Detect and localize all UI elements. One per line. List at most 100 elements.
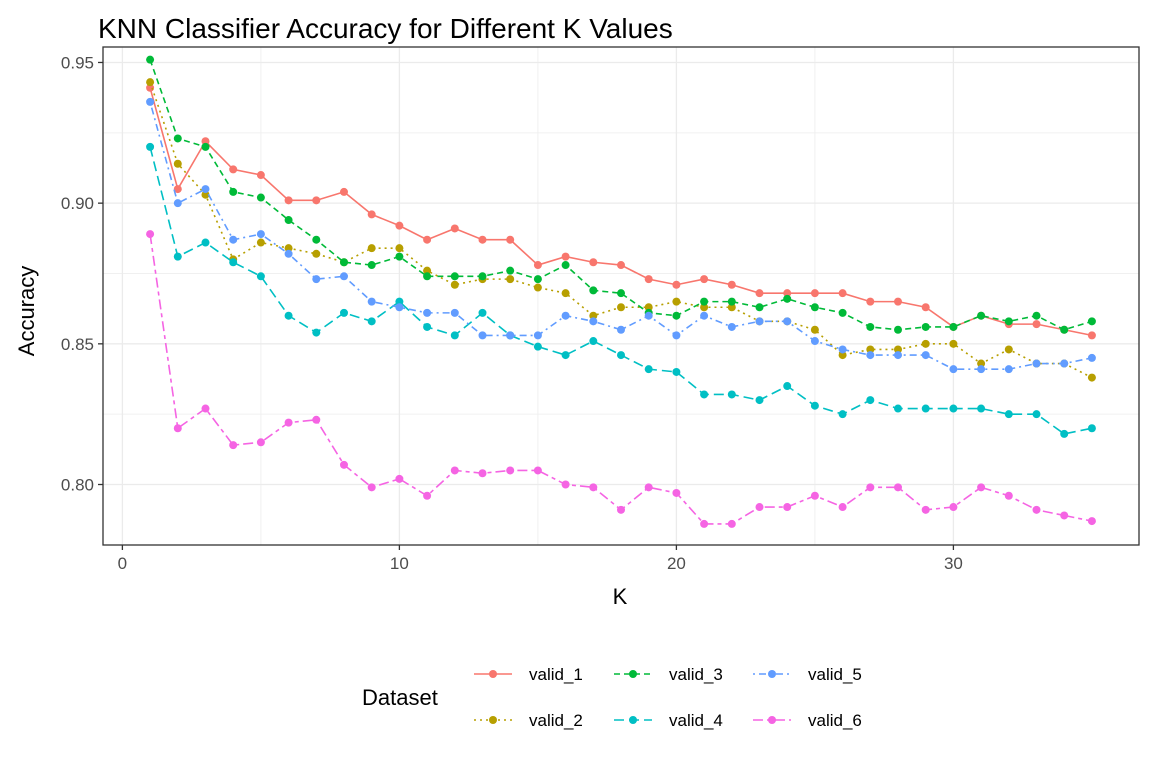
y-tick-label: 0.90	[61, 194, 94, 213]
data-point-valid_1	[395, 221, 404, 230]
data-point-valid_6	[921, 505, 930, 514]
data-point-valid_4	[755, 396, 764, 405]
data-point-valid_3	[423, 272, 432, 281]
legend-item-valid_4: valid_4	[614, 711, 723, 730]
legend-key-point	[629, 670, 637, 678]
legend-title: Dataset	[362, 685, 438, 710]
y-tick-label: 0.80	[61, 476, 94, 495]
data-point-valid_4	[478, 308, 487, 317]
data-point-valid_4	[644, 365, 653, 374]
data-point-valid_1	[810, 289, 819, 298]
data-point-valid_3	[450, 272, 459, 281]
data-point-valid_5	[395, 303, 404, 312]
legend-label: valid_1	[529, 665, 583, 684]
data-point-valid_5	[284, 249, 293, 258]
data-point-valid_1	[783, 289, 792, 298]
x-tick-label: 0	[118, 554, 127, 573]
data-point-valid_5	[1060, 359, 1069, 368]
data-point-valid_1	[894, 297, 903, 306]
data-point-valid_2	[838, 351, 847, 360]
legend-label: valid_4	[669, 711, 723, 730]
data-point-valid_6	[1004, 491, 1013, 500]
data-point-valid_3	[921, 322, 930, 331]
data-point-valid_4	[367, 317, 376, 326]
data-point-valid_2	[423, 266, 432, 275]
data-point-valid_6	[506, 466, 515, 475]
data-point-valid_4	[533, 342, 542, 351]
legend-item-valid_3: valid_3	[614, 665, 723, 684]
legend-item-valid_5: valid_5	[753, 665, 862, 684]
data-point-valid_4	[395, 297, 404, 306]
data-point-valid_3	[810, 303, 819, 312]
legend-item-valid_2: valid_2	[474, 711, 583, 730]
data-point-valid_5	[894, 351, 903, 360]
data-point-valid_5	[478, 331, 487, 340]
data-point-valid_2	[644, 303, 653, 312]
data-point-valid_6	[201, 404, 210, 413]
data-point-valid_4	[949, 404, 958, 413]
series-valid_1	[146, 83, 1096, 340]
data-point-valid_5	[810, 337, 819, 346]
x-tick-label: 20	[667, 554, 686, 573]
data-point-valid_5	[229, 235, 238, 244]
data-point-valid_2	[949, 339, 958, 348]
data-point-valid_2	[506, 275, 515, 284]
data-point-valid_1	[312, 196, 321, 205]
data-point-valid_3	[478, 272, 487, 281]
data-point-valid_4	[146, 142, 155, 151]
data-point-valid_4	[284, 311, 293, 320]
series-valid_5	[146, 97, 1096, 374]
data-point-valid_6	[644, 483, 653, 492]
data-point-valid_3	[700, 297, 709, 306]
data-point-valid_6	[284, 418, 293, 427]
data-point-valid_1	[423, 235, 432, 244]
data-point-valid_2	[561, 289, 570, 298]
data-point-valid_2	[256, 238, 265, 247]
data-point-valid_5	[977, 365, 986, 374]
data-point-valid_3	[783, 294, 792, 303]
data-point-valid_4	[866, 396, 875, 405]
data-point-valid_3	[339, 258, 348, 267]
data-point-valid_2	[284, 244, 293, 253]
data-point-valid_1	[367, 210, 376, 219]
data-point-valid_1	[1087, 331, 1096, 340]
data-point-valid_5	[589, 317, 598, 326]
data-point-valid_1	[229, 165, 238, 174]
data-point-valid_1	[866, 297, 875, 306]
plot-border	[102, 46, 1140, 546]
data-point-valid_6	[672, 488, 681, 497]
data-point-valid_4	[229, 258, 238, 267]
data-point-valid_3	[256, 193, 265, 202]
data-point-valid_3	[146, 55, 155, 64]
data-point-valid_2	[810, 325, 819, 334]
data-point-valid_6	[783, 503, 792, 512]
data-point-valid_6	[173, 424, 182, 433]
data-point-valid_6	[810, 491, 819, 500]
data-point-valid_1	[450, 224, 459, 233]
data-point-valid_4	[783, 382, 792, 391]
data-point-valid_6	[977, 483, 986, 492]
data-point-valid_4	[312, 328, 321, 337]
data-point-valid_2	[894, 345, 903, 354]
data-point-valid_3	[1032, 311, 1041, 320]
data-point-valid_3	[1004, 317, 1013, 326]
data-point-valid_6	[312, 415, 321, 424]
data-point-valid_5	[644, 311, 653, 320]
data-point-valid_4	[617, 351, 625, 360]
data-point-valid_4	[339, 308, 348, 317]
data-point-valid_1	[256, 171, 265, 180]
data-point-valid_1	[201, 137, 210, 146]
data-point-valid_3	[173, 134, 182, 143]
data-point-valid_5	[921, 351, 930, 360]
data-point-valid_3	[367, 261, 376, 270]
data-point-valid_5	[727, 322, 736, 331]
data-point-valid_1	[921, 303, 930, 312]
data-point-valid_3	[755, 303, 764, 312]
data-point-valid_3	[395, 252, 404, 261]
data-point-valid_4	[201, 238, 210, 247]
data-point-valid_5	[423, 308, 432, 317]
data-point-valid_5	[339, 272, 348, 281]
data-point-valid_3	[866, 322, 875, 331]
series-valid_3	[146, 55, 1096, 334]
data-point-valid_1	[533, 261, 542, 270]
